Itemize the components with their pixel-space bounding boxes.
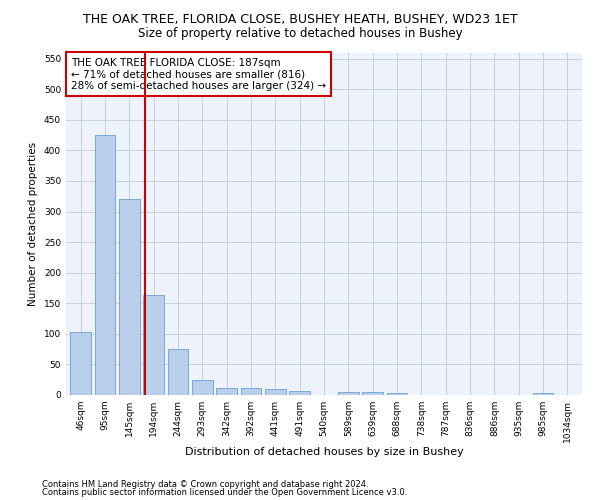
Bar [167, 349, 188, 395]
Bar [95, 135, 115, 395]
Bar [70, 332, 91, 395]
Text: THE OAK TREE FLORIDA CLOSE: 187sqm
← 71% of detached houses are smaller (816)
28: THE OAK TREE FLORIDA CLOSE: 187sqm ← 71%… [71, 58, 326, 91]
Bar [362, 392, 383, 395]
Bar [119, 200, 140, 395]
Bar [265, 389, 286, 395]
Bar [241, 388, 262, 395]
X-axis label: Distribution of detached houses by size in Bushey: Distribution of detached houses by size … [185, 448, 463, 458]
Bar [143, 296, 164, 395]
Bar [289, 392, 310, 395]
Bar [386, 393, 407, 395]
Y-axis label: Number of detached properties: Number of detached properties [28, 142, 38, 306]
Bar [216, 388, 237, 395]
Bar [338, 392, 359, 395]
Bar [533, 392, 553, 395]
Bar [192, 380, 212, 395]
Text: Size of property relative to detached houses in Bushey: Size of property relative to detached ho… [137, 28, 463, 40]
Text: Contains public sector information licensed under the Open Government Licence v3: Contains public sector information licen… [42, 488, 407, 497]
Text: Contains HM Land Registry data © Crown copyright and database right 2024.: Contains HM Land Registry data © Crown c… [42, 480, 368, 489]
Text: THE OAK TREE, FLORIDA CLOSE, BUSHEY HEATH, BUSHEY, WD23 1ET: THE OAK TREE, FLORIDA CLOSE, BUSHEY HEAT… [83, 12, 517, 26]
